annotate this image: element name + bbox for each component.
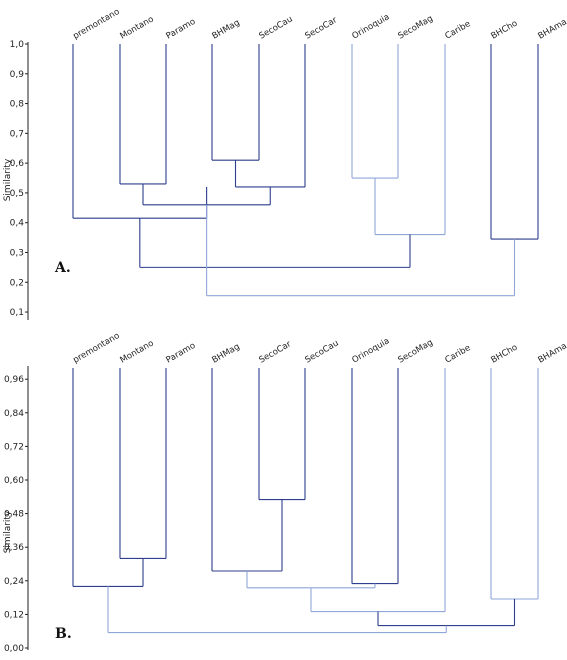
dendrogram-branch: [119, 368, 167, 559]
dendrogram-branch: [246, 571, 376, 589]
leaf-label: BHCho: [490, 343, 520, 366]
y-tick-label: 0,24: [4, 577, 24, 587]
dendrogram-branch: [310, 368, 446, 613]
y-tick-label: 0,12: [4, 610, 24, 620]
y-tick-label: 0,8: [10, 100, 25, 110]
dendrogram-branch: [107, 586, 447, 634]
leaf-label: Orinoquia: [351, 12, 392, 41]
y-tick-label: 0,36: [4, 543, 24, 553]
dendrogram-panel-1: 0,1 0,2 0,3 0,4 0,5 0,6 0,7 0,8 0,9 1,0 Similarity…: [3, 7, 567, 320]
y-tick-label: 0,1: [10, 308, 24, 318]
dendrogram-branch: [374, 44, 446, 236]
leaf-label: BHMag: [211, 342, 242, 366]
leaf-label: SecoCar: [304, 15, 340, 41]
leaf-label: SecoCau: [258, 14, 295, 41]
leaf-label: Montano: [119, 338, 156, 365]
y-axis-title: Similarity: [3, 510, 13, 553]
dendrogram-branch: [351, 44, 399, 179]
leaf-label: Caribe: [444, 343, 473, 365]
dendrogram-branch: [490, 368, 539, 600]
leaf-label: SecoMag: [397, 338, 435, 366]
y-tick-label: 1,0: [10, 40, 25, 50]
dendrogram-branch: [377, 599, 516, 627]
panel-label: A.: [54, 260, 71, 276]
y-tick-label: 0,3: [10, 248, 24, 258]
dendrogram-branch: [139, 218, 411, 268]
y-tick-label: 0,6: [10, 159, 25, 169]
y-tick-label: 0,2: [10, 278, 24, 288]
leaf-label: SecoMag: [397, 14, 435, 42]
leaf-label: BHAma: [537, 17, 567, 41]
dendrogram-branch: [72, 44, 208, 219]
dendrogram-panel-2: 0,00 0,12 0,24 0,36 0,48 0,60 0,72 0,84 0,96 Simi…: [3, 331, 567, 654]
y-tick-label: 0,5: [10, 189, 24, 199]
dendrogram-branch: [211, 368, 283, 572]
leaf-label: Caribe: [444, 19, 473, 41]
y-tick-label: 0,48: [4, 510, 24, 520]
dendrogram-branch: [490, 44, 539, 240]
dendrogram-branch: [119, 44, 167, 185]
leaf-label: premontano: [72, 7, 122, 42]
leaf-label: Paramo: [165, 341, 198, 366]
y-tick-label: 0,96: [4, 375, 24, 385]
y-tick-label: 0,4: [10, 219, 25, 229]
dendrogram-branch: [211, 44, 260, 161]
y-axis-title: Similarity: [3, 158, 13, 201]
dendrogram-branch: [206, 204, 516, 297]
leaf-label: Montano: [119, 14, 156, 41]
leaf-label: Paramo: [165, 17, 198, 42]
dendrogram-branch: [72, 368, 144, 587]
y-tick-label: 0,72: [4, 442, 24, 452]
leaf-label: BHMag: [211, 18, 242, 42]
dendrogram-branch: [258, 368, 306, 501]
dendrogram-branch: [234, 44, 306, 188]
leaf-label: Orinoquia: [351, 336, 392, 365]
y-tick-label: 0,60: [4, 476, 24, 486]
y-tick-label: 0,9: [10, 70, 25, 80]
dendrogram-branch: [351, 368, 399, 585]
y-tick-label: 0,7: [10, 129, 24, 139]
leaf-label: SecoCau: [304, 338, 341, 365]
leaf-label: SecoCar: [258, 339, 294, 365]
leaf-label: BHAma: [537, 341, 567, 365]
leaf-label: premontano: [72, 331, 122, 366]
leaf-label: BHCho: [490, 19, 520, 42]
y-tick-label: 0,84: [4, 409, 24, 419]
y-tick-label: 0,00: [4, 644, 24, 654]
panel-label: B.: [55, 626, 72, 642]
